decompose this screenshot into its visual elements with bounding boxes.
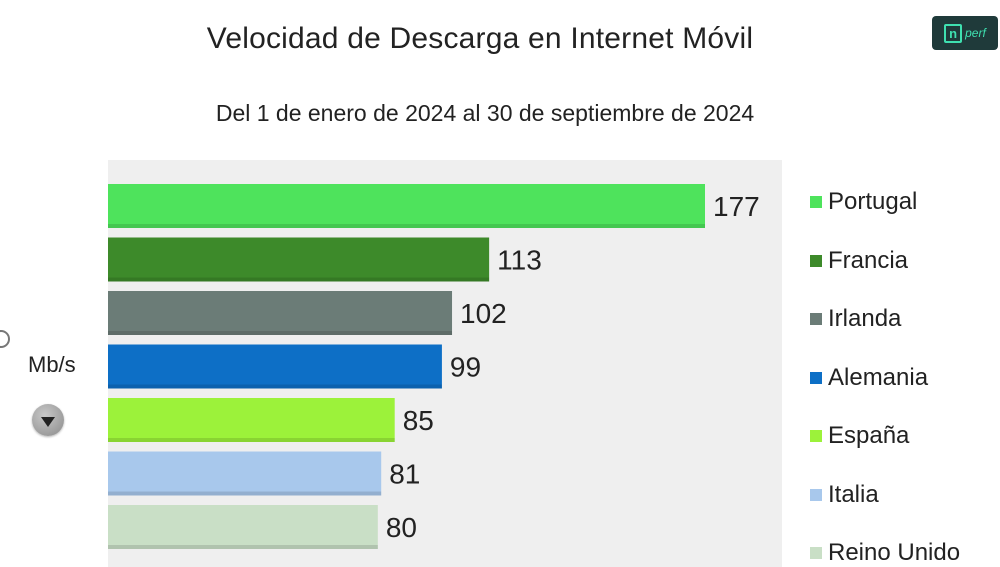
bar-shadow: [108, 384, 442, 389]
chart-title: Velocidad de Descarga en Internet Móvil: [206, 22, 754, 55]
bar-shadow: [108, 438, 395, 442]
unit-label: Mb/s: [28, 352, 76, 377]
unit-dropdown-button[interactable]: [32, 404, 64, 436]
bar-alemania: [108, 344, 442, 389]
legend-swatch: [810, 430, 822, 442]
bar-italia: [108, 451, 382, 496]
chevron-down-icon: [41, 416, 55, 427]
legend-item[interactable]: Alemania: [810, 364, 928, 392]
chart-subtitle: Del 1 de enero de 2024 al 30 de septiemb…: [215, 100, 755, 126]
data-label: 102: [460, 298, 507, 329]
bar-portugal: [108, 184, 705, 228]
legend-label: Alemania: [828, 363, 929, 391]
legend-item[interactable]: Portugal: [810, 188, 917, 216]
bar-irlanda: [108, 291, 453, 335]
legend-label: Italia: [828, 480, 879, 508]
legend-swatch: [810, 547, 822, 559]
legend-item[interactable]: Francia: [810, 247, 908, 275]
legend-swatch: [810, 196, 822, 208]
edge-control-dot[interactable]: [0, 330, 10, 348]
logo-mark: n: [944, 23, 963, 43]
bar-shadow: [108, 491, 382, 496]
legend-label: Portugal: [828, 188, 918, 215]
bar-españa: [108, 398, 395, 442]
bar-reino-unido: [108, 505, 378, 549]
bars-group: 177 113 102 99 85 81 80: [108, 184, 760, 549]
legend-swatch: [810, 254, 822, 267]
bar-chart: 177 113 102 99 85 81 80: [108, 160, 782, 567]
data-label: 81: [389, 459, 420, 490]
data-label: 99: [450, 352, 481, 383]
data-label: 113: [497, 245, 542, 276]
legend-label: Irlanda: [828, 305, 902, 332]
nperf-logo: n perf: [932, 16, 998, 50]
bar-shadow: [108, 224, 705, 228]
legend-swatch: [810, 371, 822, 384]
bar-shadow: [108, 331, 453, 335]
bar-shadow: [108, 545, 378, 549]
legend-label: Reino Unido: [828, 539, 961, 566]
bar-francia: [108, 237, 490, 282]
legend-item[interactable]: Italia: [810, 481, 879, 509]
bar-shadow: [108, 277, 490, 282]
logo-text: perf: [965, 26, 986, 40]
legend-label: España: [828, 422, 910, 449]
legend-swatch: [810, 313, 822, 325]
legend-swatch: [810, 488, 822, 501]
legend-item[interactable]: Reino Unido: [810, 539, 960, 567]
data-label: 80: [386, 512, 417, 543]
legend-label: Francia: [828, 246, 909, 274]
data-label: 85: [403, 405, 434, 436]
legend-item[interactable]: España: [810, 422, 909, 450]
data-label: 177: [713, 191, 760, 222]
legend-item[interactable]: Irlanda: [810, 305, 901, 333]
